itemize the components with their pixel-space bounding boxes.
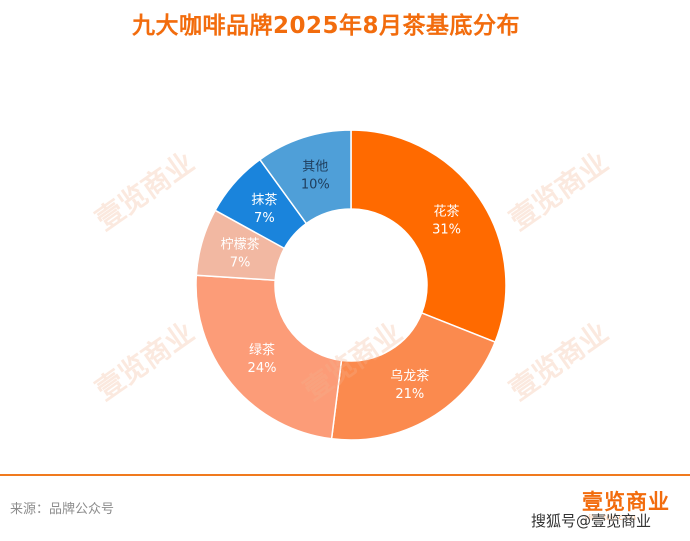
slice-1 xyxy=(330,312,497,441)
slice-value-label: 31% xyxy=(432,223,461,238)
slice-value-label: 21% xyxy=(395,387,424,402)
slice-value-label: 7% xyxy=(254,211,275,226)
slice-value-label: 24% xyxy=(248,361,277,376)
footer-divider xyxy=(0,474,690,476)
slice-value-label: 7% xyxy=(230,255,251,270)
slice-category-label: 抹茶 xyxy=(251,192,277,208)
slices xyxy=(195,129,507,441)
slice-2 xyxy=(195,274,343,440)
sohu-credit: 搜狐号@壹览商业 xyxy=(531,512,652,530)
slice-0 xyxy=(350,129,507,344)
slice-category-label: 绿茶 xyxy=(249,342,275,358)
slice-category-label: 其他 xyxy=(302,160,328,175)
slice-value-label: 10% xyxy=(301,178,330,193)
slice-category-label: 花茶 xyxy=(434,204,460,220)
slice-category-label: 柠檬茶 xyxy=(221,236,260,252)
brand-url: yilantop.com xyxy=(584,513,636,522)
slice-category-label: 乌龙茶 xyxy=(390,368,429,384)
brand-logo: 壹览商业 xyxy=(582,490,670,514)
slice-5 xyxy=(258,129,352,225)
source-note: 来源：品牌公众号 xyxy=(10,502,115,517)
slice-labels: 花茶 31% 乌龙茶 21% 绿茶 24% 柠檬茶 7% 抹茶 7% 其他 10% xyxy=(221,160,461,402)
chart-title: 九大咖啡品牌2025年8月茶基底分布 xyxy=(131,13,521,39)
